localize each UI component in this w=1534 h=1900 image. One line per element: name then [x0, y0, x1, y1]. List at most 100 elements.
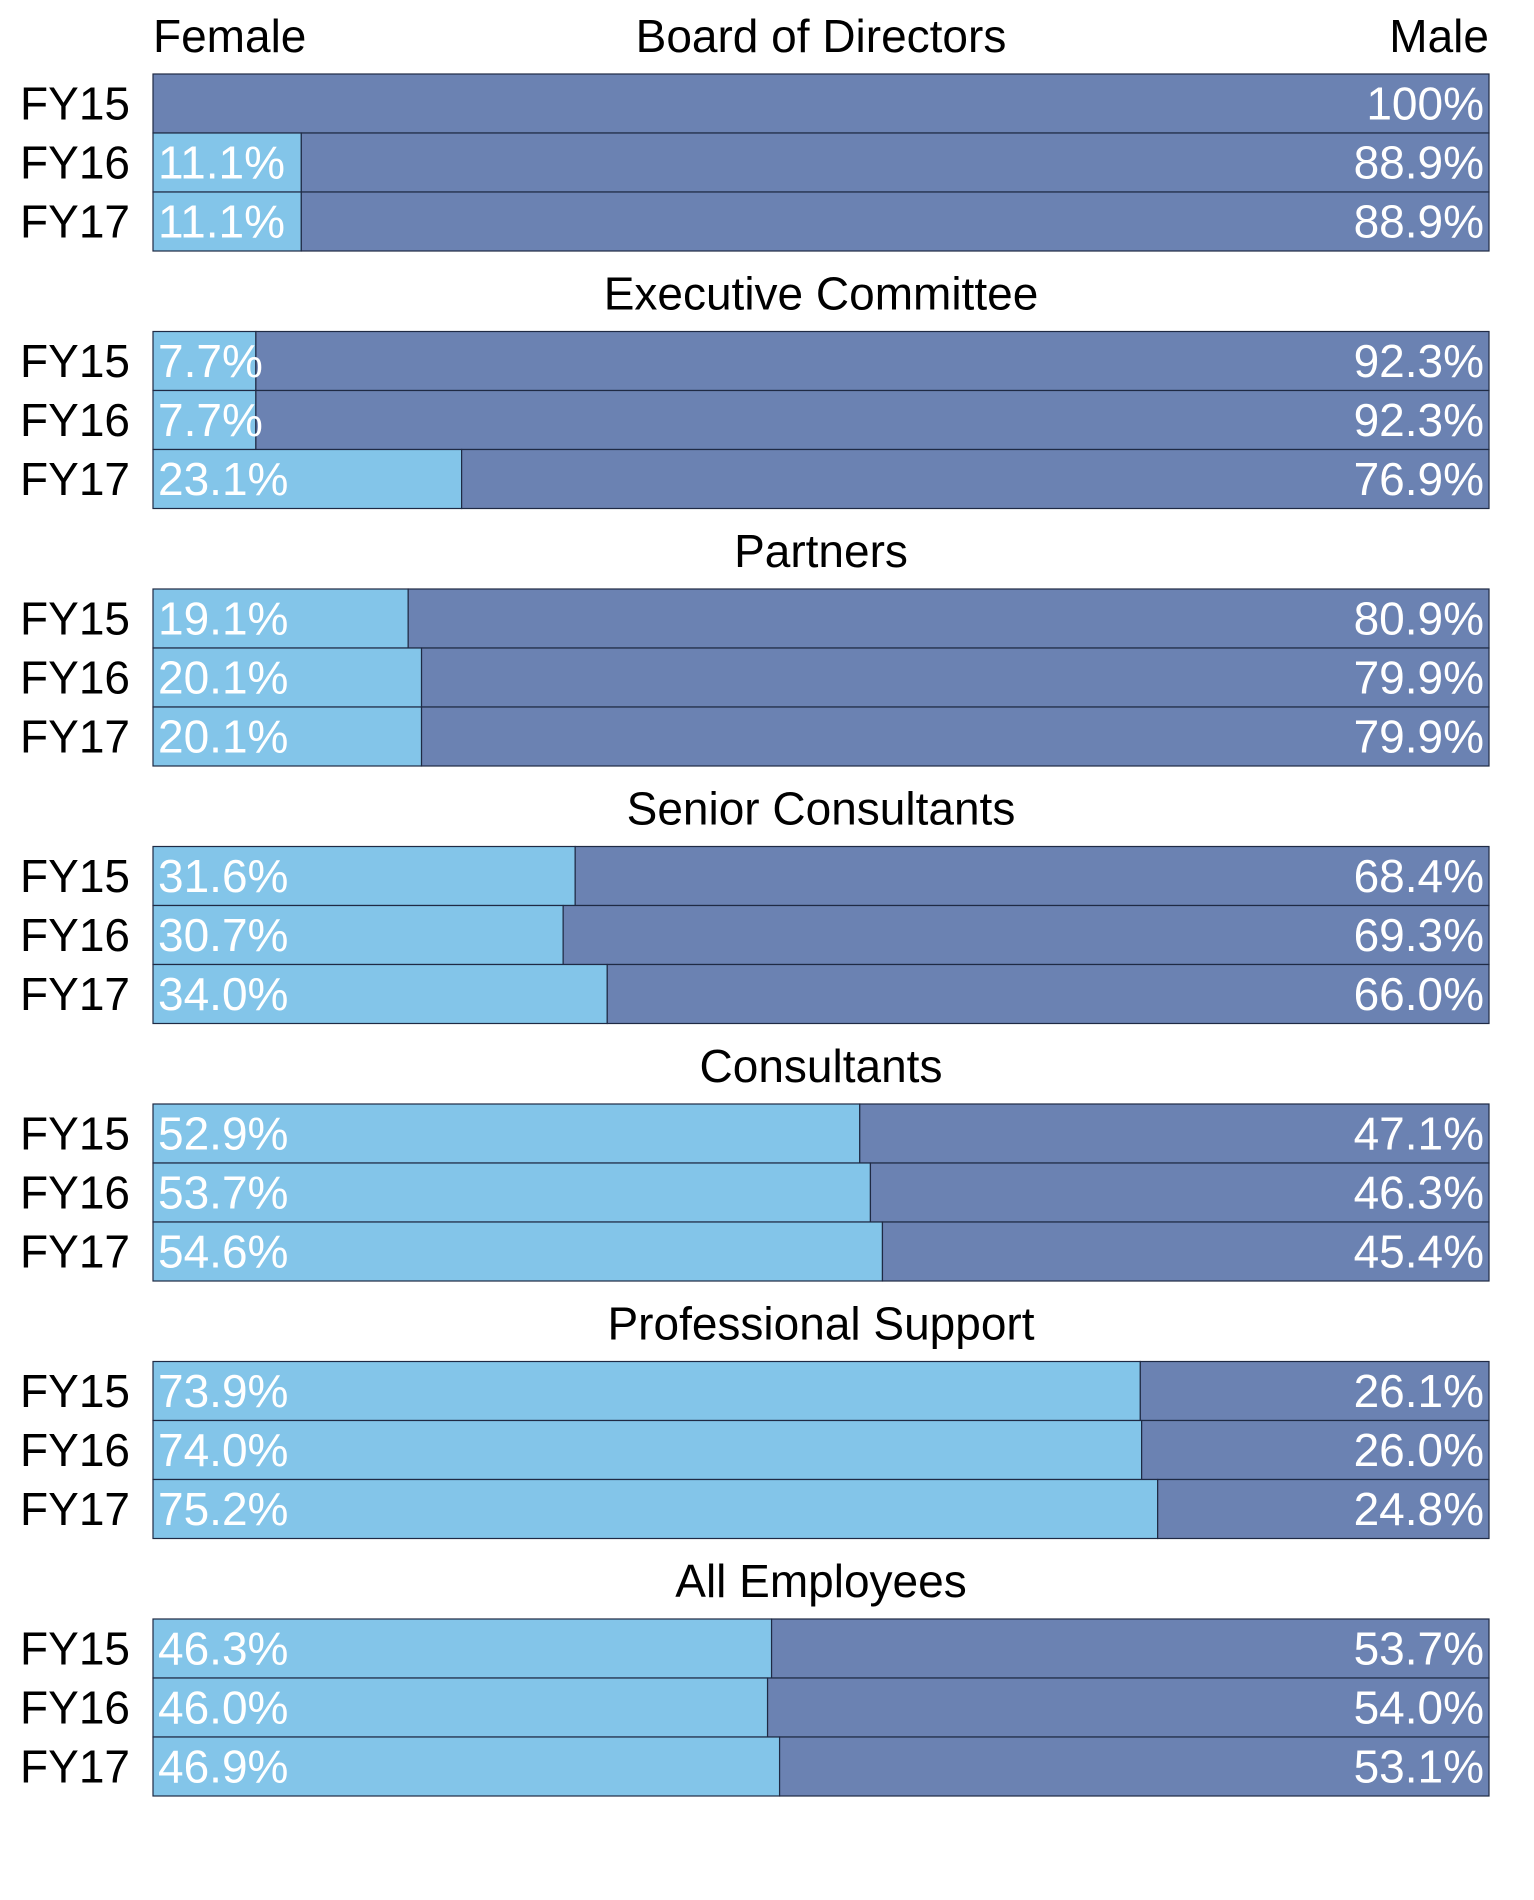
- row-category-label: FY16: [20, 1424, 130, 1476]
- female-bar: [152, 1103, 861, 1164]
- female-bar: [152, 1162, 872, 1223]
- female-bar: [152, 330, 257, 392]
- female-value-label: 20.1%: [158, 652, 288, 704]
- group-title: Partners: [734, 525, 908, 577]
- female-value-label: 11.1%: [158, 137, 285, 189]
- row-category-label: FY17: [20, 196, 130, 248]
- male-bar: [766, 1677, 1490, 1738]
- male-bar: [1157, 1478, 1490, 1540]
- female-bar: [152, 132, 302, 193]
- row-category-label: FY17: [20, 453, 130, 505]
- male-value-label: 92.3%: [1354, 335, 1484, 387]
- male-bar: [869, 1162, 1490, 1223]
- female-value-label: 20.1%: [158, 711, 288, 763]
- female-value-label: 46.9%: [158, 1741, 288, 1793]
- female-value-label: 46.3%: [158, 1623, 288, 1675]
- male-value-label: 26.0%: [1354, 1424, 1484, 1476]
- row-category-label: FY16: [20, 1167, 130, 1219]
- row-category-label: FY17: [20, 1226, 130, 1278]
- male-value-label: 24.8%: [1354, 1483, 1484, 1535]
- male-bar: [420, 647, 1490, 708]
- male-bar: [300, 132, 1490, 193]
- female-bar: [152, 904, 564, 966]
- male-value-label: 76.9%: [1354, 453, 1484, 505]
- female-value-label: 46.0%: [158, 1682, 288, 1734]
- male-value-label: 88.9%: [1354, 196, 1484, 248]
- row-category-label: FY16: [20, 1682, 130, 1734]
- female-bar: [152, 706, 423, 767]
- male-bar: [255, 389, 1490, 451]
- male-bar: [778, 1736, 1490, 1797]
- male-bar: [574, 845, 1490, 907]
- row-category-label: FY16: [20, 909, 130, 961]
- male-value-label: 79.9%: [1354, 711, 1484, 763]
- female-value-label: 30.7%: [158, 909, 288, 961]
- female-header-label: Female: [153, 10, 306, 62]
- row-category-label: FY17: [20, 711, 130, 763]
- male-value-label: 47.1%: [1354, 1108, 1484, 1160]
- male-bar: [461, 448, 1490, 510]
- male-value-label: 80.9%: [1354, 593, 1484, 645]
- group-title: All Employees: [675, 1555, 966, 1607]
- female-value-label: 54.6%: [158, 1226, 288, 1278]
- female-value-label: 53.7%: [158, 1167, 288, 1219]
- female-bar: [152, 1419, 1143, 1481]
- male-value-label: 46.3%: [1354, 1167, 1484, 1219]
- female-value-label: 19.1%: [158, 593, 288, 645]
- row-category-label: FY16: [20, 652, 130, 704]
- male-value-label: 54.0%: [1354, 1682, 1484, 1734]
- row-category-label: FY15: [20, 1108, 130, 1160]
- male-value-label: 66.0%: [1354, 968, 1484, 1020]
- male-value-label: 45.4%: [1354, 1226, 1484, 1278]
- male-bar: [859, 1103, 1490, 1164]
- male-bar: [1141, 1419, 1490, 1481]
- row-category-label: FY15: [20, 1365, 130, 1417]
- row-category-label: FY15: [20, 1623, 130, 1675]
- female-value-label: 75.2%: [158, 1483, 288, 1535]
- male-value-label: 79.9%: [1354, 652, 1484, 704]
- female-value-label: 74.0%: [158, 1424, 288, 1476]
- group-title: Consultants: [700, 1040, 943, 1092]
- male-bar: [562, 904, 1490, 966]
- female-value-label: 11.1%: [158, 196, 285, 248]
- female-value-label: 31.6%: [158, 850, 288, 902]
- row-category-label: FY17: [20, 968, 130, 1020]
- male-value-label: 88.9%: [1354, 137, 1484, 189]
- group-title: Senior Consultants: [627, 783, 1016, 835]
- female-bar: [152, 1478, 1159, 1540]
- row-category-label: FY15: [20, 593, 130, 645]
- male-bar: [770, 1618, 1490, 1679]
- male-header-label: Male: [1389, 10, 1489, 62]
- female-value-label: 23.1%: [158, 453, 288, 505]
- male-bar: [407, 588, 1490, 649]
- row-category-label: FY17: [20, 1741, 130, 1793]
- male-bar: [606, 963, 1490, 1025]
- male-bar: [152, 73, 1490, 134]
- female-value-label: 73.9%: [158, 1365, 288, 1417]
- male-value-label: 53.1%: [1354, 1741, 1484, 1793]
- group-title: Executive Committee: [604, 268, 1039, 320]
- row-category-label: FY17: [20, 1483, 130, 1535]
- female-bar: [152, 191, 302, 252]
- male-value-label: 53.7%: [1354, 1623, 1484, 1675]
- female-value-label: 7.7%: [158, 335, 263, 387]
- row-category-label: FY16: [20, 394, 130, 446]
- male-value-label: 69.3%: [1354, 909, 1484, 961]
- female-value-label: 7.7%: [158, 394, 263, 446]
- male-bar: [300, 191, 1490, 252]
- female-bar: [152, 448, 463, 510]
- female-bar: [152, 1221, 884, 1282]
- male-bar: [1139, 1360, 1490, 1422]
- male-value-label: 92.3%: [1354, 394, 1484, 446]
- female-bar: [152, 1360, 1141, 1422]
- row-category-label: FY15: [20, 78, 130, 130]
- male-value-label: 68.4%: [1354, 850, 1484, 902]
- male-value-label: 26.1%: [1354, 1365, 1484, 1417]
- male-value-label: 100%: [1366, 78, 1484, 130]
- group-title: Board of Directors: [636, 10, 1007, 62]
- female-bar: [152, 389, 257, 451]
- row-category-label: FY15: [20, 850, 130, 902]
- bar-groups: Board of Directors FY15 100% FY16 11.1% 88.9%…: [20, 10, 1490, 1797]
- male-bar: [881, 1221, 1490, 1282]
